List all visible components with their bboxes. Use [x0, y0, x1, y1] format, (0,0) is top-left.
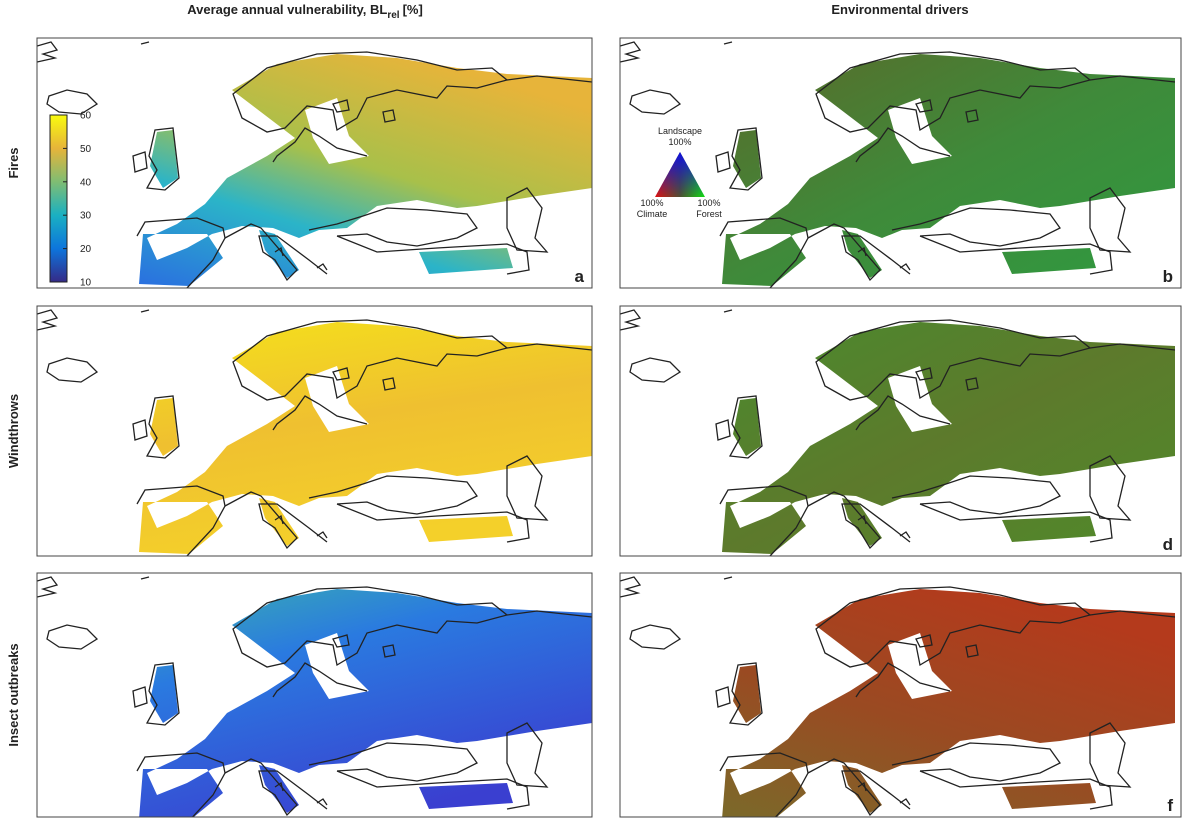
panel-letter: f — [1167, 796, 1173, 815]
title-main: Average annual vulnerability, BL — [187, 2, 387, 17]
map-panel — [37, 577, 592, 818]
panels: Fires Windthrows Insect outbreaks a b d f — [6, 38, 1181, 818]
ternary-top-pct: 100% — [668, 137, 691, 147]
map-panel — [37, 310, 592, 556]
ternary-left-name: Climate — [637, 209, 668, 219]
map-panel — [37, 42, 592, 288]
colorbar-tick-label: 20 — [80, 244, 92, 255]
colorbar-tick-label: 40 — [80, 177, 92, 188]
figure: Average annual vulnerability, BLrel [%] E… — [0, 0, 1182, 818]
forest-area — [139, 589, 592, 818]
triangle-blue — [655, 152, 705, 197]
column-title-left: Average annual vulnerability, BLrel [%] — [187, 2, 423, 21]
colorbar-tick-label: 50 — [80, 144, 92, 155]
panel-letter: d — [1163, 535, 1173, 554]
title-subscript: rel — [387, 10, 399, 21]
panel-letter: a — [575, 267, 585, 286]
ternary-top-name: Landscape — [658, 126, 702, 136]
colorbar-tick-label: 10 — [80, 278, 92, 289]
colorbar-tick-label: 30 — [80, 211, 92, 222]
ternary-right-name: Forest — [696, 209, 722, 219]
panel-letter: b — [1163, 267, 1173, 286]
ternary-right-pct: 100% — [697, 198, 720, 208]
map-panel — [620, 310, 1175, 556]
title-unit: [%] — [403, 2, 423, 17]
page: {"column_titles": {"left": {"main": "Ave… — [0, 0, 1182, 818]
column-title-right: Environmental drivers — [831, 2, 968, 17]
row-label: Fires — [6, 147, 21, 178]
ternary-left-pct: 100% — [640, 198, 663, 208]
colorbar-gradient — [50, 115, 67, 282]
map-panel — [620, 577, 1175, 818]
map-panel — [620, 42, 1175, 288]
colorbar: 10 20 30 40 50 60 — [50, 111, 92, 289]
row-label: Windthrows — [6, 394, 21, 468]
forest-area — [722, 589, 1175, 818]
ternary-legend: Landscape 100% 100% Climate 100% Forest — [637, 126, 723, 219]
row-label: Insect outbreaks — [6, 643, 21, 746]
colorbar-tick-label: 60 — [80, 111, 92, 122]
